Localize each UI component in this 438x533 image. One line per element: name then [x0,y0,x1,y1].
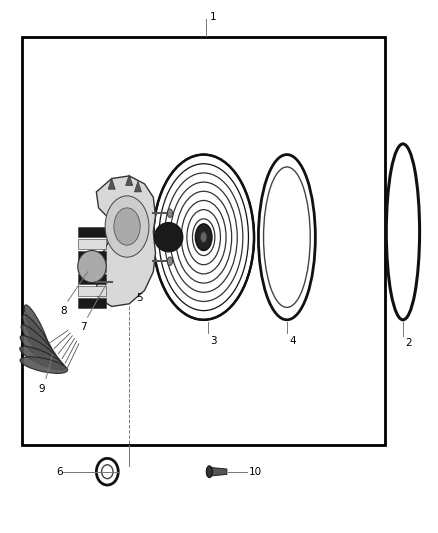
Polygon shape [210,467,227,476]
Polygon shape [108,179,115,189]
Ellipse shape [20,335,62,367]
Text: 8: 8 [60,306,67,317]
Text: 9: 9 [38,384,45,394]
Ellipse shape [114,208,140,245]
Bar [78,286,106,296]
Ellipse shape [195,224,212,251]
Polygon shape [126,175,133,185]
Bar [78,251,106,261]
Bar [78,227,106,237]
Bar [78,297,106,308]
Text: 7: 7 [80,322,87,333]
Bar [78,239,106,249]
Text: 4: 4 [289,336,296,346]
Ellipse shape [154,222,183,252]
Text: 2: 2 [405,338,412,349]
Ellipse shape [20,357,67,374]
Circle shape [96,458,118,485]
Circle shape [102,465,113,479]
Bar [78,274,106,284]
Bar [78,262,106,272]
Bar [22,37,385,445]
Polygon shape [134,181,141,192]
Text: 1: 1 [209,12,216,22]
Text: 6: 6 [56,467,63,477]
Text: 3: 3 [210,336,217,346]
Ellipse shape [24,305,50,356]
Ellipse shape [22,314,55,360]
Text: 5: 5 [136,294,142,303]
Polygon shape [96,176,155,306]
Ellipse shape [167,209,173,217]
Ellipse shape [21,325,59,364]
Ellipse shape [78,251,106,282]
Ellipse shape [20,346,65,370]
Text: 10: 10 [249,467,262,477]
Ellipse shape [105,196,149,257]
Ellipse shape [167,257,173,265]
Ellipse shape [206,466,212,478]
Ellipse shape [201,232,207,243]
